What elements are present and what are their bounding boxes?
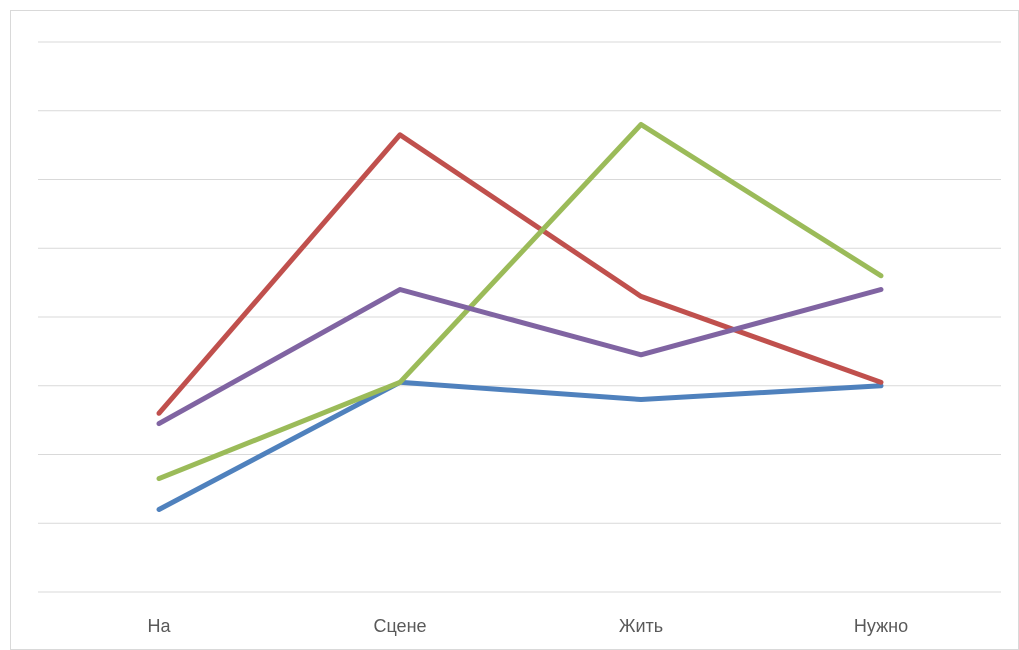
x-axis: На Сцене Жить Нужно bbox=[147, 616, 908, 636]
x-tick-label: На bbox=[147, 616, 171, 636]
x-tick-label: Нужно bbox=[854, 616, 908, 636]
chart-area bbox=[10, 10, 1019, 650]
series-line-4 bbox=[156, 287, 884, 427]
x-tick-label: Жить bbox=[619, 616, 663, 636]
series-line-1 bbox=[156, 379, 884, 512]
series-line-2 bbox=[156, 132, 884, 416]
series-line-3 bbox=[156, 122, 884, 482]
x-tick-label: Сцене bbox=[373, 616, 426, 636]
gridlines bbox=[38, 41, 1001, 593]
series-lines bbox=[156, 122, 884, 512]
